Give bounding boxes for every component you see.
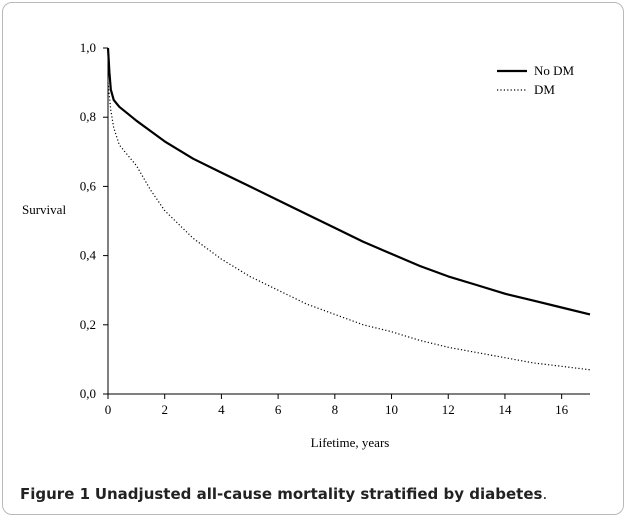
y-ticks: 0,0 0,2 0,4 0,6 0,8 1,0 <box>80 40 108 401</box>
y-tick-label: 0,6 <box>80 178 97 193</box>
caption-label: Figure 1 <box>20 485 91 503</box>
chart-axes <box>107 48 590 395</box>
x-tick-label: 4 <box>218 402 225 417</box>
figure-frame <box>2 2 624 515</box>
x-tick-label: 2 <box>161 402 168 417</box>
x-tick-label: 0 <box>105 402 112 417</box>
figure-caption: Figure 1 Unadjusted all-cause mortality … <box>20 485 547 503</box>
y-tick-label: 0,8 <box>80 109 96 124</box>
x-ticks: 0 2 4 6 8 10 12 14 16 <box>105 394 569 417</box>
y-tick-label: 1,0 <box>80 40 96 55</box>
y-tick-label: 0,0 <box>80 386 96 401</box>
series-lines <box>106 47 591 371</box>
x-tick-label: 6 <box>275 402 282 417</box>
x-axis-label: Lifetime, years <box>311 435 390 450</box>
x-tick-label: 12 <box>442 402 455 417</box>
legend-label-no-dm: No DM <box>534 63 575 78</box>
y-axis-label: Survival <box>22 202 66 217</box>
x-tick-label: 14 <box>498 402 512 417</box>
y-tick-label: 0,4 <box>80 248 97 263</box>
y-tick-label: 0,2 <box>80 317 96 332</box>
x-tick-label: 16 <box>555 402 569 417</box>
legend-label-dm: DM <box>534 82 555 97</box>
series-line-dm <box>107 82 591 371</box>
x-tick-label: 8 <box>332 402 339 417</box>
caption-end: . <box>542 485 548 503</box>
series-line-no-dm <box>106 47 591 316</box>
x-tick-label: 10 <box>385 402 398 417</box>
legend: No DM DM <box>497 63 575 97</box>
caption-text: Unadjusted all-cause mortality stratifie… <box>94 485 543 503</box>
